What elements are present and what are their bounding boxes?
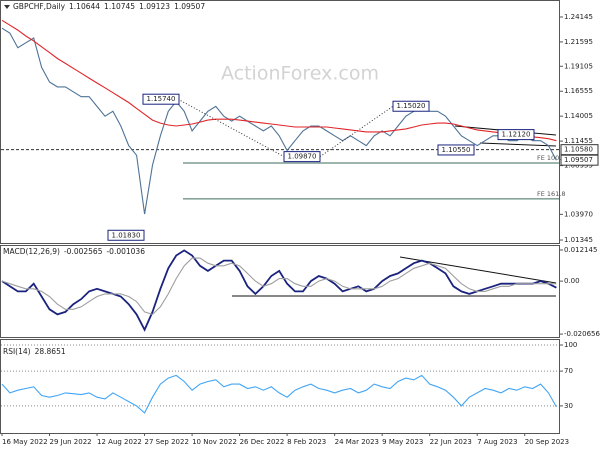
pane-header: MACD(12,26,9) -0.002565 -0.001036: [3, 247, 145, 256]
fe-label: FE 100.0: [537, 154, 566, 162]
header-item: 1.10644: [69, 2, 100, 11]
annotation-box: [392, 100, 430, 112]
annotation-box: [142, 93, 180, 105]
annotation-box: [283, 151, 321, 163]
y-tick-label: 0.012145: [564, 246, 597, 254]
x-tick-label: 9 May 2023: [382, 438, 423, 446]
header-item: MACD(12,26,9): [3, 247, 60, 256]
y-tick-label: 0.00: [564, 277, 580, 285]
header-item: GBPCHF,Daily: [13, 2, 66, 11]
series-line: [1, 27, 557, 215]
y-tick-label: 1.03970: [564, 210, 593, 218]
x-tick-label: 29 Jun 2022: [50, 438, 92, 446]
y-tick-label: 1.16555: [564, 87, 593, 95]
header-item: RSI(14): [3, 347, 31, 356]
y-tick-label: -0.020656: [564, 330, 600, 338]
rsi-pane: [0, 339, 560, 434]
header-item: 28.8651: [35, 347, 66, 356]
y-tick-label: 1.14005: [564, 112, 593, 120]
fe-label: FE 161.8: [537, 190, 566, 198]
level-label: 1.10580: [564, 146, 593, 154]
x-tick-label: 22 Jun 2023: [430, 438, 472, 446]
header-item: -0.002565: [64, 247, 103, 256]
annotation-label: 1.15740: [147, 95, 176, 103]
y-tick-label: 30: [564, 402, 573, 410]
last-price-box: [560, 154, 599, 166]
y-tick-label: 1.01345: [564, 236, 593, 244]
annotation-label: 1.01830: [112, 231, 141, 239]
header-item: -0.001036: [106, 247, 145, 256]
x-tick-label: 27 Sep 2022: [145, 438, 189, 446]
annotation-label: 1.15020: [397, 102, 426, 110]
y-tick-label: 1.24145: [564, 13, 593, 21]
y-tick-label: 100: [564, 341, 577, 349]
header-item: 1.09123: [139, 2, 170, 11]
trend-line: [177, 98, 285, 158]
x-tick-label: 10 Nov 2022: [192, 438, 237, 446]
last-price-label: 1.09507: [564, 156, 593, 164]
y-tick-label: 1.21595: [564, 38, 593, 46]
annotation-label: 1.09870: [288, 153, 317, 161]
annotation-box: [107, 229, 145, 241]
series-line: [1, 249, 557, 332]
watermark: ActionForex.com: [221, 63, 379, 85]
x-tick-label: 20 Sep 2023: [525, 438, 569, 446]
annotation-box: [437, 144, 475, 156]
y-tick-label: 70: [564, 367, 573, 375]
annotation-label: 1.12120: [502, 131, 531, 139]
header-item: 1.10745: [104, 2, 135, 11]
wedge-line: [479, 142, 557, 147]
x-tick-label: 8 Feb 2023: [287, 438, 326, 446]
header-item: 1.09507: [174, 2, 205, 11]
x-tick-label: 12 Aug 2022: [97, 438, 142, 446]
series-line: [1, 257, 557, 316]
y-tick-label: 1.19105: [564, 62, 593, 70]
pane-header: GBPCHF,Daily 1.10644 1.10745 1.09123 1.09507: [13, 2, 205, 11]
annotation-box: [497, 129, 535, 141]
menu-arrow: [4, 5, 10, 9]
y-tick-label: 1.11455: [564, 137, 593, 145]
annotation-label: 1.10550: [442, 146, 471, 154]
x-tick-label: 16 May 2022: [2, 438, 48, 446]
pane-header: RSI(14) 28.8651: [3, 347, 66, 356]
x-tick-label: 24 Mar 2023: [335, 438, 379, 446]
series-line: [1, 374, 557, 414]
x-tick-label: 7 Aug 2023: [477, 438, 517, 446]
price-pane: [0, 0, 560, 244]
series-line: [1, 19, 557, 142]
x-tick-label: 26 Dec 2022: [240, 438, 285, 446]
macd-pane: [0, 245, 560, 338]
